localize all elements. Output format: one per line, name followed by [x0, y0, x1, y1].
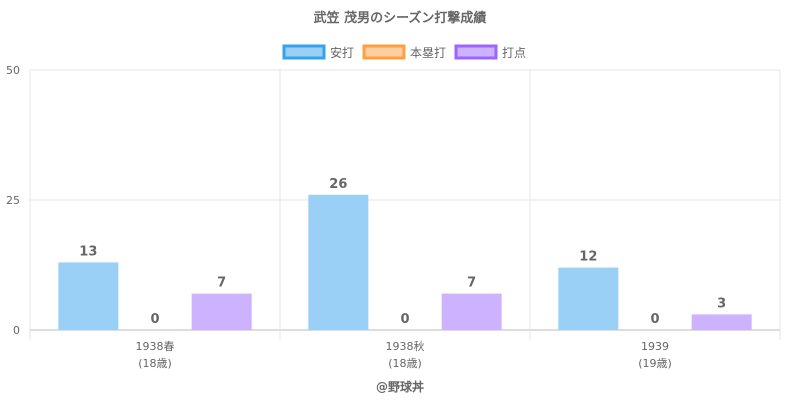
data-labels: 13 0 7 26 0 7 12 0 3	[79, 177, 726, 327]
legend-swatch	[362, 44, 406, 60]
grid	[29, 69, 781, 340]
bars	[58, 194, 752, 330]
data-label: 7	[217, 276, 226, 291]
x-tick-label: 1938秋	[386, 339, 425, 353]
bar	[441, 293, 502, 330]
legend-swatch	[454, 44, 498, 60]
legend-label: 打点	[502, 46, 526, 60]
x-tick-sublabel: (18歳)	[138, 357, 172, 370]
legend-label: 本塁打	[410, 46, 446, 60]
data-label: 12	[579, 250, 597, 265]
bar	[58, 262, 119, 330]
data-label: 3	[717, 296, 726, 311]
x-tick-sublabel: (19歳)	[638, 357, 672, 370]
y-tick-label: 0	[13, 324, 20, 337]
credit-text: @野球丼	[376, 379, 424, 394]
bar	[191, 293, 252, 330]
x-tick-label: 1938春	[136, 340, 175, 353]
x-tick-label: 1939	[641, 340, 669, 353]
y-axis: 0 25 50	[6, 64, 20, 337]
legend-swatch	[282, 44, 326, 60]
data-label: 7	[467, 276, 476, 291]
legend: 安打 本塁打 打点	[282, 44, 526, 60]
x-axis: 1938春 (18歳) 1938秋 (18歳) 1939 (19歳)	[136, 339, 672, 370]
chart-title: 武笠 茂男のシーズン打撃成績	[314, 10, 487, 26]
data-label: 13	[79, 244, 97, 259]
bar	[308, 194, 369, 330]
data-label: 0	[400, 312, 409, 327]
x-tick-sublabel: (18歳)	[388, 357, 422, 370]
bar	[691, 314, 752, 330]
data-label: 0	[650, 312, 659, 327]
data-label: 0	[150, 312, 159, 327]
data-label: 26	[329, 177, 347, 192]
bar	[558, 267, 619, 330]
y-tick-label: 50	[6, 64, 20, 77]
legend-label: 安打	[330, 45, 354, 60]
y-tick-label: 25	[6, 194, 20, 207]
